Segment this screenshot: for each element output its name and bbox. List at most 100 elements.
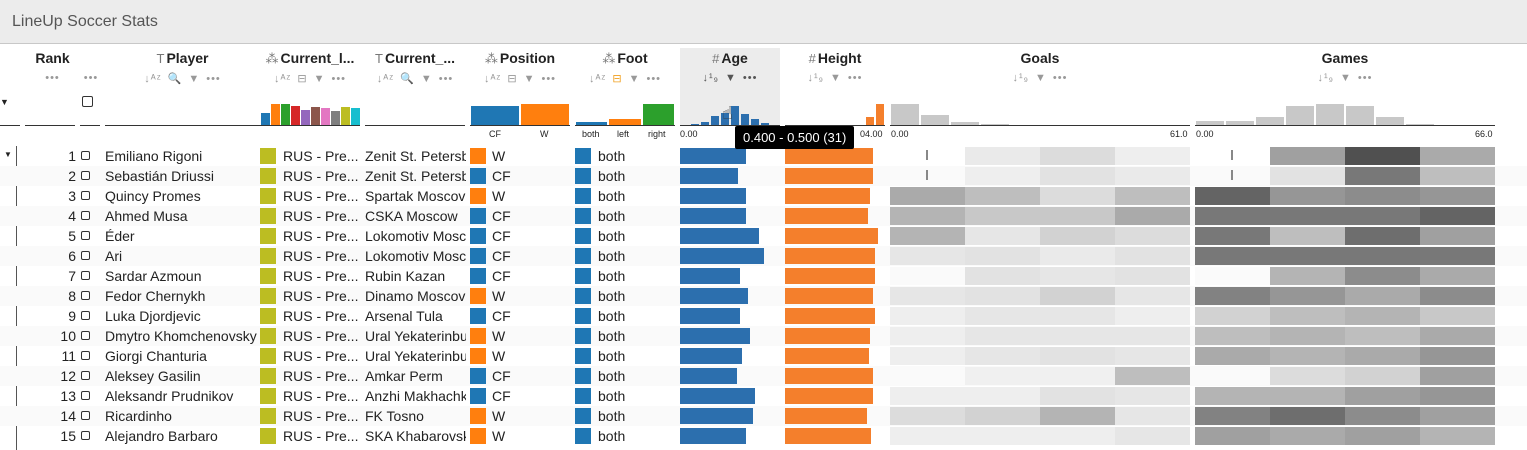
- select-all-checkbox[interactable]: [82, 96, 93, 107]
- league-color-swatch: [260, 348, 276, 364]
- table-row[interactable]: 12 Aleksey Gasilin RUS - Pre... Amkar Perm C…: [0, 366, 1527, 386]
- rank-column-header[interactable]: Rank •••: [25, 48, 80, 126]
- search-icon[interactable]: 🔍: [167, 73, 183, 85]
- position-column-header[interactable]: ⁂ Position ↓ᴬᶻ ⊟ ▼ •••: [470, 48, 570, 126]
- row-select-checkbox[interactable]: [81, 171, 90, 180]
- filter-icon[interactable]: ▼: [725, 72, 737, 84]
- table-row[interactable]: 9 Luka Djordjevic RUS - Pre... Arsenal Tula…: [0, 306, 1527, 326]
- more-icon[interactable]: •••: [206, 73, 221, 85]
- rank-more-icon[interactable]: •••: [45, 72, 60, 84]
- table-row[interactable]: 4 Ahmed Musa RUS - Pre... CSKA Moscow CF both: [0, 206, 1527, 226]
- goals-column-header[interactable]: Goals ↓¹₉ ▼ •••: [890, 48, 1190, 126]
- filter-icon[interactable]: ▼: [1035, 72, 1047, 84]
- games-missing-marker: [1231, 150, 1233, 160]
- table-row[interactable]: 13 Aleksandr Prudnikov RUS - Pre... Anzhi M…: [0, 386, 1527, 406]
- table-row[interactable]: 7 Sardar Azmoun RUS - Pre... Rubin Kazan CF b…: [0, 266, 1527, 286]
- row-select-checkbox[interactable]: [81, 211, 90, 220]
- foot-cell: both: [598, 328, 626, 344]
- table-row[interactable]: 1 Emiliano Rigoni RUS - Pre... Zenit St. Pe…: [0, 146, 1527, 166]
- row-select-checkbox[interactable]: [81, 231, 90, 240]
- age-column-header[interactable]: # Age ↓¹₉ ▼ ••• ☝: [680, 48, 780, 126]
- more-icon[interactable]: •••: [742, 72, 758, 84]
- sort-icon[interactable]: ↓ᴬᶻ: [588, 73, 607, 85]
- league-column-header[interactable]: ⁂ Current_l... ↓ᴬᶻ ⊟ ▼ •••: [260, 48, 360, 126]
- histogram-bar: [290, 106, 300, 126]
- row-select-checkbox[interactable]: [81, 151, 90, 160]
- group-icon[interactable]: ⊟: [507, 73, 518, 85]
- foot-axis-left: left: [617, 129, 630, 139]
- foot-column-header[interactable]: ⁂ Foot ↓ᴬᶻ ⊟ ▼ •••: [575, 48, 675, 126]
- header-baseline: [470, 125, 570, 126]
- games-heat-cell: [1420, 407, 1495, 425]
- table-row[interactable]: 2 Sebastián Driussi RUS - Pre... Zenit St. …: [0, 166, 1527, 186]
- more-icon[interactable]: •••: [1357, 72, 1373, 84]
- row-select-checkbox[interactable]: [81, 431, 90, 440]
- filter-icon[interactable]: ▼: [313, 73, 326, 85]
- sort-icon[interactable]: ↓¹₉: [1012, 72, 1030, 84]
- age-bar: [680, 408, 753, 424]
- table-row[interactable]: 15 Alejandro Barbaro RUS - Pre... SKA Khaba…: [0, 426, 1527, 446]
- more-icon[interactable]: •••: [1052, 72, 1068, 84]
- row-select-checkbox[interactable]: [81, 331, 90, 340]
- games-heat-cell: [1195, 187, 1270, 205]
- search-icon[interactable]: 🔍: [400, 73, 415, 85]
- sort-icon[interactable]: ↓ᴬᶻ: [376, 73, 395, 85]
- sort-icon[interactable]: ↓ᴬᶻ: [144, 73, 162, 85]
- height-column-header[interactable]: # Height ↓¹₉ ▼ •••: [785, 48, 885, 126]
- goals-heat-cell: [965, 147, 1040, 165]
- filter-icon[interactable]: ▼: [420, 73, 433, 85]
- table-row[interactable]: 8 Fedor Chernykh RUS - Pre... Dinamo Moscov…: [0, 286, 1527, 306]
- league-color-swatch: [260, 428, 276, 444]
- row-select-checkbox[interactable]: [81, 311, 90, 320]
- group-icon[interactable]: ⊟: [297, 73, 308, 85]
- filter-icon[interactable]: ▼: [523, 73, 536, 85]
- group-icon[interactable]: ⊟: [612, 73, 623, 85]
- selection-column-header[interactable]: •••: [80, 48, 102, 126]
- table-row[interactable]: 5 Éder RUS - Pre... Lokomotiv Mosc CF both: [0, 226, 1527, 246]
- more-icon[interactable]: •••: [847, 72, 863, 84]
- table-row[interactable]: 11 Giorgi Chanturia RUS - Pre... Ural Yekat…: [0, 346, 1527, 366]
- goals-heat-cell: [1115, 367, 1190, 385]
- row-select-checkbox[interactable]: [81, 391, 90, 400]
- sort-icon[interactable]: ↓¹₉: [702, 72, 720, 84]
- sort-icon[interactable]: ↓ᴬᶻ: [273, 73, 292, 85]
- sort-icon[interactable]: ↓¹₉: [807, 72, 825, 84]
- selection-more-icon[interactable]: •••: [83, 72, 99, 84]
- sort-icon[interactable]: ↓ᴬᶻ: [483, 73, 502, 85]
- games-heat-cell: [1420, 427, 1495, 445]
- foot-color-swatch: [575, 228, 591, 244]
- filter-icon[interactable]: ▼: [830, 72, 842, 84]
- filter-icon[interactable]: ▼: [1340, 72, 1352, 84]
- row-select-checkbox[interactable]: [81, 411, 90, 420]
- more-icon[interactable]: •••: [646, 73, 662, 85]
- more-icon[interactable]: •••: [331, 73, 347, 85]
- age-bar: [680, 188, 746, 204]
- table-row[interactable]: 3 Quincy Promes RUS - Pre... Spartak Moscov…: [0, 186, 1527, 206]
- games-heat-cell: [1345, 367, 1420, 385]
- row-select-checkbox[interactable]: [81, 191, 90, 200]
- row-select-checkbox[interactable]: [81, 291, 90, 300]
- games-heat-cell: [1345, 287, 1420, 305]
- team-column-header[interactable]: T Current_... ↓ᴬᶻ 🔍 ▼ •••: [365, 48, 465, 126]
- goals-heat-cell: [1040, 427, 1115, 445]
- more-icon[interactable]: •••: [541, 73, 557, 85]
- filter-icon[interactable]: ▼: [188, 73, 201, 85]
- position-cell: CF: [492, 168, 511, 184]
- games-column-header[interactable]: Games ↓¹₉ ▼ •••: [1195, 48, 1495, 126]
- filter-icon[interactable]: ▼: [628, 73, 641, 85]
- row-select-checkbox[interactable]: [81, 351, 90, 360]
- row-select-checkbox[interactable]: [81, 271, 90, 280]
- team-cell: Spartak Moscov: [365, 188, 466, 204]
- row-select-checkbox[interactable]: [81, 251, 90, 260]
- foot-color-swatch: [575, 148, 591, 164]
- player-column-header[interactable]: T Player ↓ᴬᶻ 🔍 ▼ •••: [105, 48, 260, 126]
- group-expand-icon[interactable]: ▼: [4, 150, 12, 159]
- table-row[interactable]: 6 Ari RUS - Pre... Lokomotiv Mosc CF both: [0, 246, 1527, 266]
- row-select-checkbox[interactable]: [81, 371, 90, 380]
- collapse-icon[interactable]: ▼: [0, 97, 9, 107]
- table-row[interactable]: 10 Dmytro Khomchenovsky RUS - Pre... Ural Y…: [0, 326, 1527, 346]
- more-icon[interactable]: •••: [438, 73, 454, 85]
- position-cell: CF: [492, 368, 511, 384]
- sort-icon[interactable]: ↓¹₉: [1317, 72, 1335, 84]
